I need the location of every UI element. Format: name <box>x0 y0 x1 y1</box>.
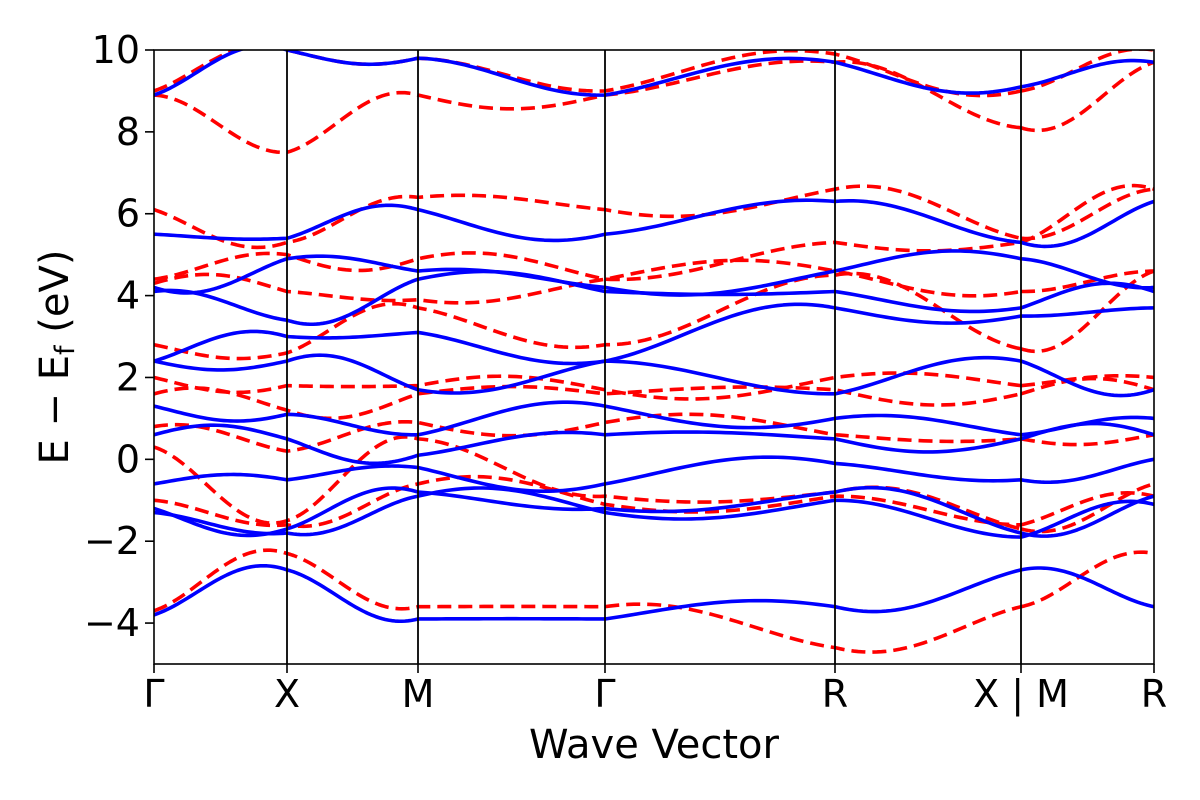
y-axis-label-subscript: f <box>50 344 81 355</box>
red-dashed-band-7 <box>154 258 1154 305</box>
blue-solid-band-6 <box>154 353 1154 398</box>
y-tick-label: 0 <box>116 437 140 481</box>
svg-text:E − Ef (eV): E − Ef (eV) <box>32 250 81 465</box>
red-dashed-band-8 <box>154 183 1154 282</box>
blue-solid-band-7 <box>154 302 1154 366</box>
y-tick-label: 6 <box>116 192 140 236</box>
y-tick-label: 2 <box>116 355 140 399</box>
y-axis-label-unit: (eV) <box>32 250 78 346</box>
y-axis-ticks: −4 −2 0 2 4 6 8 10 <box>84 28 154 645</box>
x-tick-label: R <box>1141 672 1167 716</box>
blue-solid-band-10 <box>154 198 1154 249</box>
red-dashed-band-11 <box>154 50 1154 98</box>
y-tick-label: −2 <box>84 519 140 563</box>
blue-solid-band-9 <box>154 249 1154 297</box>
y-tick-label: 10 <box>92 28 140 72</box>
band-lines <box>154 50 1154 654</box>
blue-solid-band-0 <box>154 563 1154 624</box>
x-axis-ticks: Γ X M Γ R X | M R <box>143 664 1167 717</box>
x-tick-label: R <box>822 672 848 716</box>
blue-solid-band-11 <box>154 50 1154 97</box>
y-axis-label: E − Ef (eV) <box>32 250 81 465</box>
red-dashed-band-3 <box>154 412 1154 453</box>
x-axis-label: Wave Vector <box>529 722 780 768</box>
red-dashed-band-0 <box>154 548 1154 654</box>
x-tick-label: X <box>274 672 300 716</box>
y-axis-label-main: E − E <box>32 355 78 465</box>
x-tick-label: M <box>402 672 435 716</box>
blue-solid-band-2 <box>154 485 1154 538</box>
kpoint-divider-lines <box>286 50 1022 664</box>
blue-solid-band-5 <box>154 400 1154 437</box>
x-tick-label: Γ <box>143 672 164 716</box>
red-dashed-band-5 <box>154 371 1154 401</box>
red-dashed-band-9 <box>154 184 1154 250</box>
blue-solid-band-3 <box>154 455 1154 494</box>
y-tick-label: 8 <box>116 110 140 154</box>
plot-frame <box>153 49 1155 665</box>
x-tick-label: X | M <box>973 672 1069 717</box>
y-tick-label: 4 <box>116 274 140 318</box>
x-tick-label: Γ <box>594 672 615 716</box>
red-dashed-band-1 <box>154 474 1154 529</box>
red-dashed-band-6 <box>154 269 1154 361</box>
y-tick-label: −4 <box>84 601 140 645</box>
